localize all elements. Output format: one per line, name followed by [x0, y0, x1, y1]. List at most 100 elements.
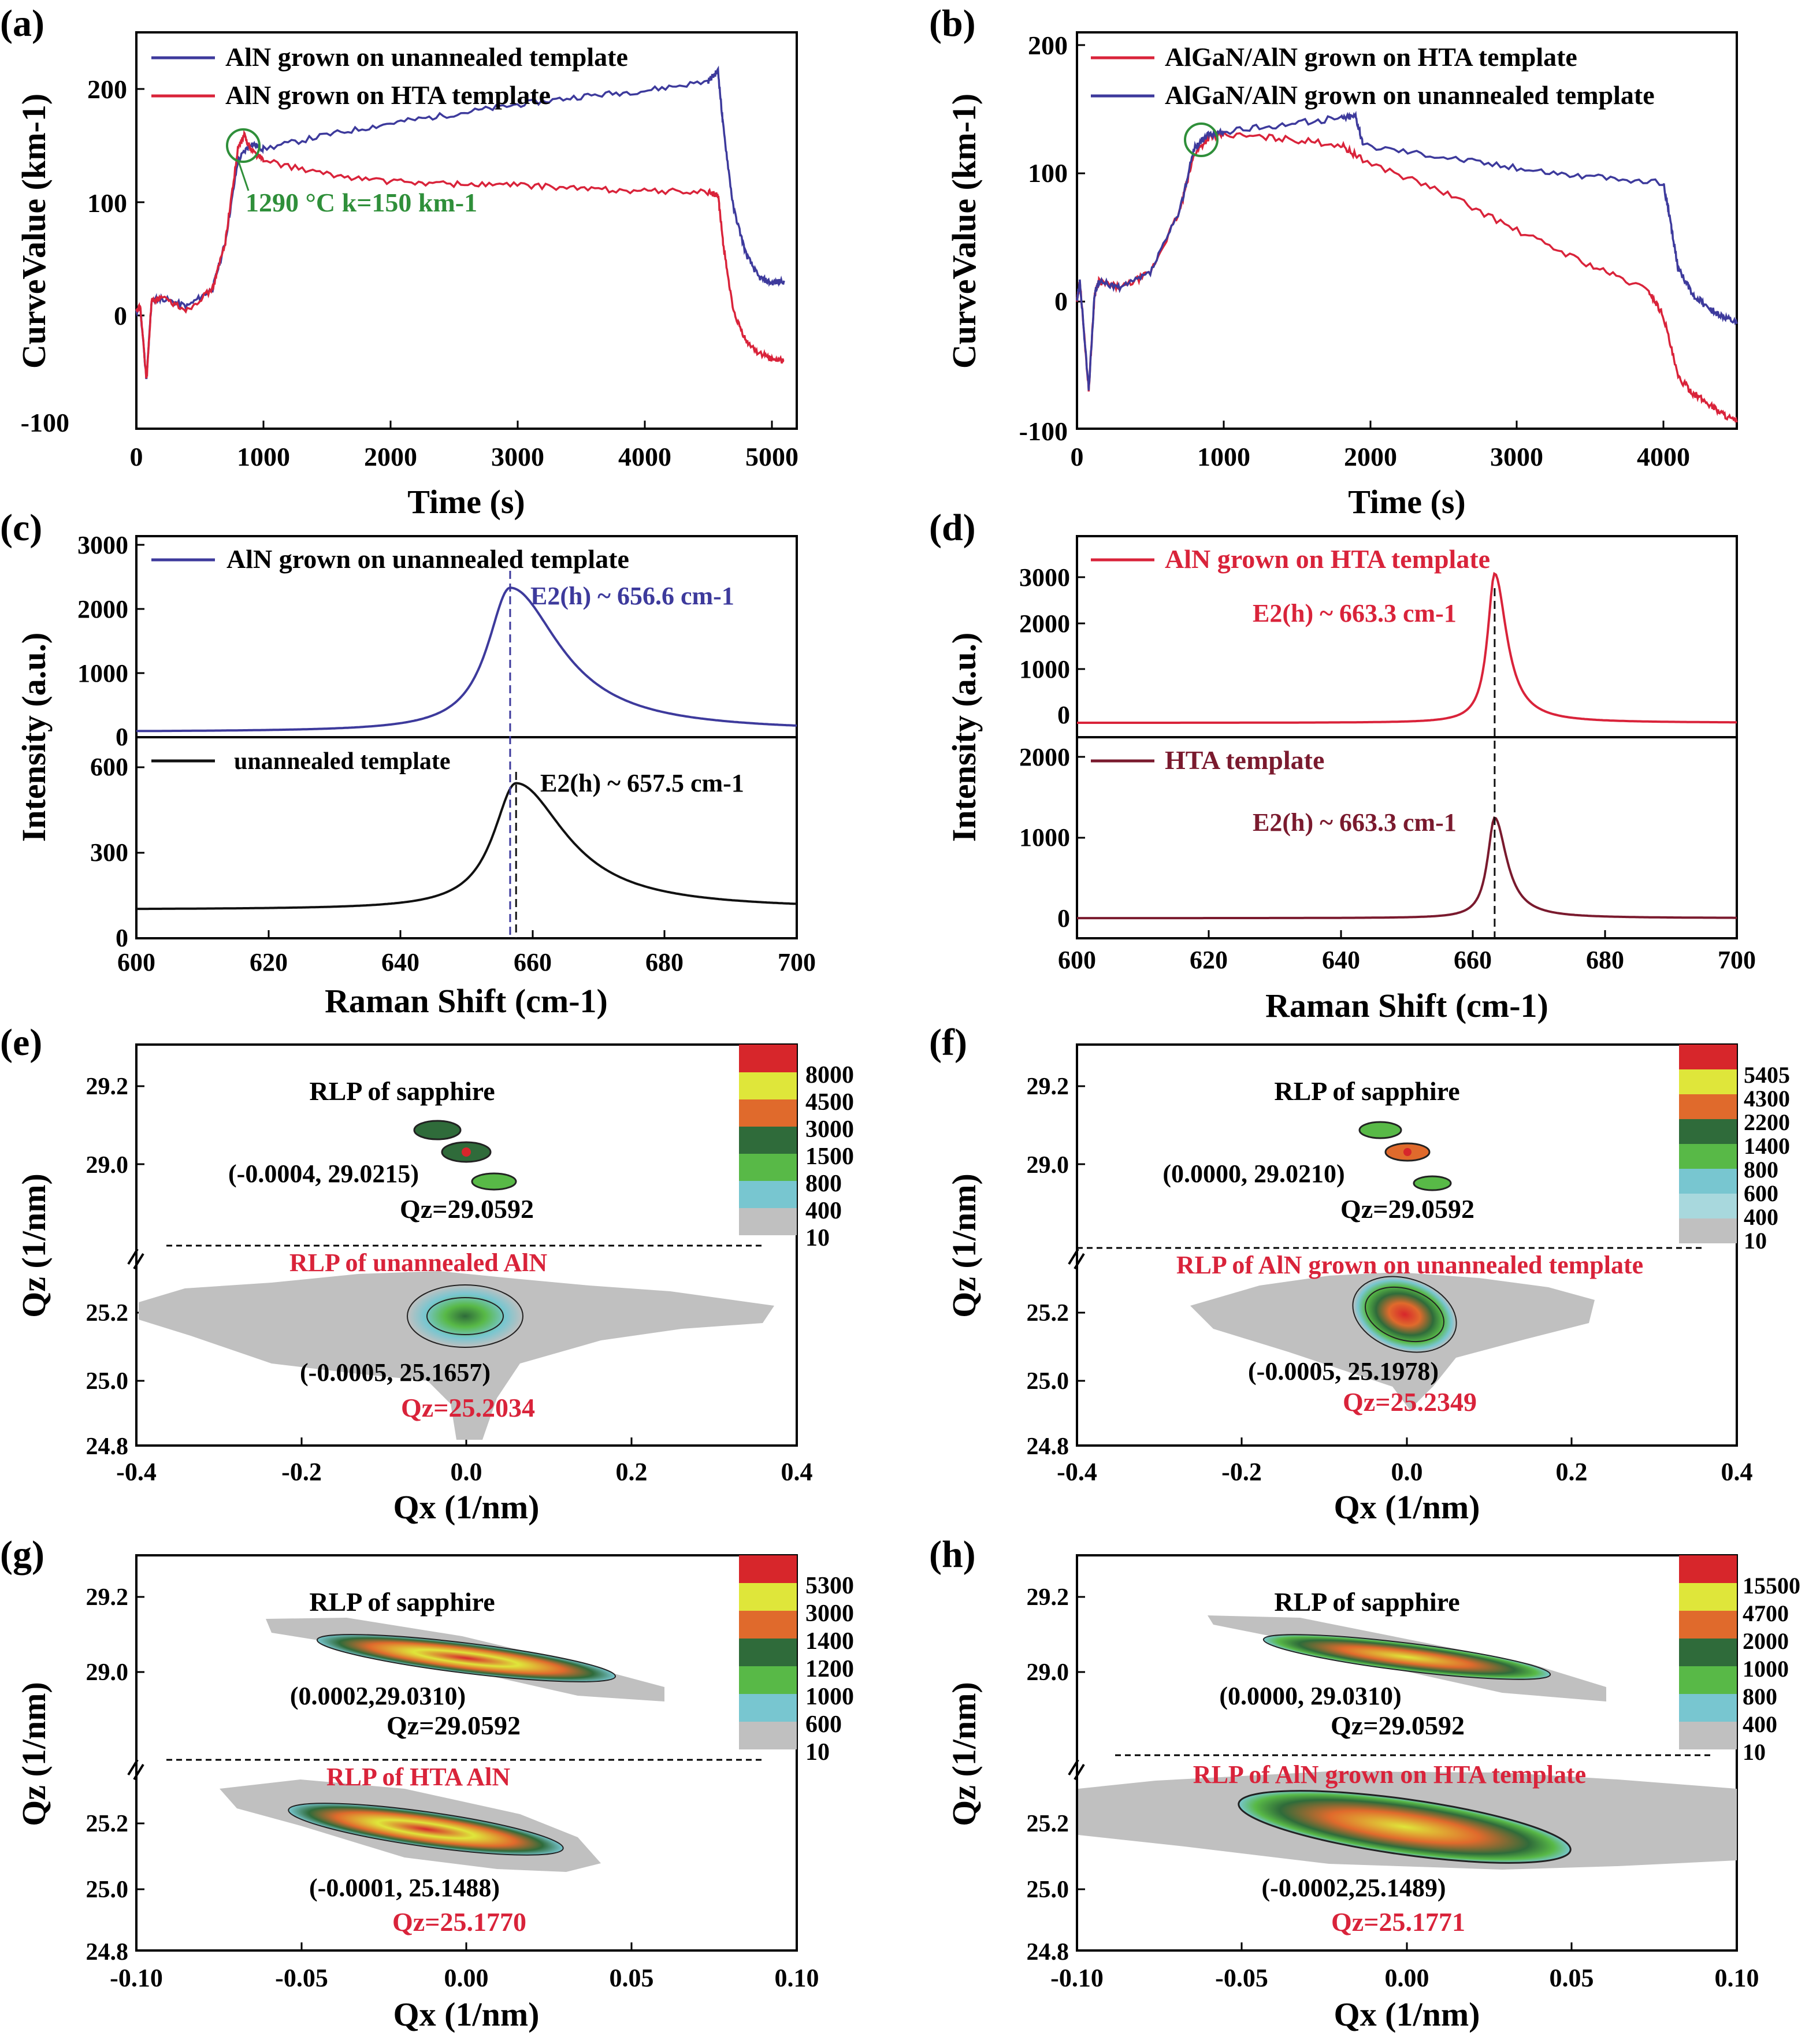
rlp-peak — [316, 1634, 616, 1682]
x-axis-label: Qx (1/nm) — [1334, 1996, 1480, 2033]
colorbar-label: 1500 — [805, 1143, 854, 1170]
colorbar-label: 10 — [805, 1225, 830, 1251]
colorbar-swatch — [739, 1694, 797, 1722]
y-axis-label: CurveValue (km-1) — [15, 94, 53, 369]
y-tick-label: 25.0 — [86, 1877, 129, 1903]
rlp-title: RLP of HTA AlN — [326, 1763, 510, 1791]
y-tick-label: 29.2 — [1027, 1073, 1069, 1100]
rlp-qz: Qz=29.0592 — [387, 1711, 521, 1740]
panel-g: (g) 5300 3000 1400 1200 1000 600 10 29.2… — [0, 1533, 854, 2033]
colorbar-label: 15500 — [1743, 1573, 1800, 1599]
x-tick-label: 620 — [1190, 946, 1228, 974]
colorbar-swatch — [1679, 1639, 1737, 1666]
y-tick-label: 24.8 — [1027, 1939, 1069, 1966]
axis-ticks — [1077, 44, 1665, 429]
rlp-qz: Qz=29.0592 — [1340, 1194, 1474, 1224]
x-tick-label: 600 — [1058, 946, 1096, 974]
colorbar: 5300 3000 1400 1200 1000 600 10 — [739, 1555, 854, 1766]
colorbar-label: 10 — [805, 1739, 830, 1766]
x-tick-label: -0.4 — [116, 1458, 157, 1486]
x-tick-label: 0.0 — [451, 1458, 482, 1486]
y-tick-label: 24.8 — [86, 1433, 129, 1460]
colorbar-label: 400 — [1743, 1711, 1777, 1737]
x-tick-label: 0.00 — [1385, 1964, 1429, 1992]
y-tick-label: 1000 — [77, 659, 128, 688]
y-tick-label: 25.2 — [86, 1300, 129, 1327]
x-tick-label: 660 — [514, 948, 552, 976]
colorbar-swatch — [739, 1722, 797, 1749]
y-tick-label: 0 — [116, 723, 128, 751]
y-tick-label: 0 — [1054, 287, 1068, 316]
rlp-qz: Qz=25.2349 — [1343, 1387, 1477, 1417]
y-axis-label: Qz (1/nm) — [15, 1173, 53, 1318]
panel-a: (a) -100 0 100 200 0 1000 2000 3000 4000… — [0, 2, 798, 521]
x-tick-label: 680 — [645, 948, 684, 976]
peak-label: E2(h) ~ 656.6 cm-1 — [530, 582, 734, 610]
y-axis-label: Intensity (a.u.) — [945, 633, 983, 842]
y-axis-label: CurveValue (km-1) — [945, 94, 983, 369]
x-tick-label: 620 — [250, 948, 288, 976]
x-tick-label: 0.10 — [1715, 1964, 1759, 1992]
y-axis-label: Qz (1/nm) — [945, 1682, 983, 1826]
y-tick-label: 29.0 — [86, 1152, 129, 1179]
colorbar-swatch — [1679, 1722, 1737, 1749]
colorbar-swatch — [739, 1099, 797, 1127]
x-tick-label: -0.10 — [110, 1964, 163, 1992]
y-tick-label: 1000 — [1019, 655, 1070, 683]
rlp-peak — [1238, 1790, 1572, 1864]
y-tick-label: 29.2 — [86, 1073, 129, 1100]
plot-area — [135, 65, 785, 380]
colorbar-swatch — [739, 1154, 797, 1181]
x-tick-label: 4000 — [618, 442, 671, 471]
x-tick-label: -0.2 — [281, 1458, 322, 1486]
plot-area — [1077, 571, 1737, 938]
y-tick-label: 2000 — [1019, 610, 1070, 638]
panel-label: (g) — [0, 1533, 44, 1576]
x-axis-label: Qx (1/nm) — [393, 1488, 540, 1526]
x-tick-label: 2000 — [1344, 442, 1397, 471]
colorbar-label: 1000 — [805, 1684, 854, 1710]
rlp-title: RLP of sapphire — [1274, 1587, 1459, 1617]
series-line — [1076, 130, 1738, 423]
colorbar-swatch — [739, 1611, 797, 1639]
rlp-title: RLP of unannealed AlN — [289, 1249, 547, 1277]
colorbar-label: 800 — [1743, 1684, 1777, 1710]
axis-ticks — [1077, 1085, 1573, 1446]
x-tick-label: 1000 — [237, 442, 290, 471]
colorbar-label: 4300 — [1744, 1086, 1790, 1112]
rlp-coordinate: (-0.0001, 25.1488) — [309, 1874, 500, 1902]
y-tick-label: 29.2 — [1027, 1584, 1069, 1611]
x-tick-label: 660 — [1454, 946, 1492, 974]
rlp-peak — [407, 1284, 523, 1348]
x-tick-label: 0 — [1071, 442, 1084, 471]
colorbar-swatch — [1679, 1094, 1737, 1119]
annotation-text: 1290 °C k=150 km-1 — [246, 188, 477, 217]
colorbar-swatch — [1679, 1666, 1737, 1694]
colorbar-label: 400 — [805, 1198, 842, 1224]
y-tick-label: 0 — [114, 301, 127, 330]
legend-entry: AlN grown on unannealed template — [226, 544, 629, 574]
x-tick-label: 600 — [117, 948, 155, 976]
rlp-title: RLP of AlN grown on unannealed template — [1176, 1251, 1643, 1279]
panel-label: (e) — [0, 1021, 42, 1064]
x-tick-label: 680 — [1586, 946, 1624, 974]
colorbar-label: 4700 — [1743, 1600, 1789, 1626]
panel-e: (e) 8000 4500 3000 1500 800 400 — [0, 1021, 854, 1526]
panel-label: (d) — [929, 507, 976, 549]
x-tick-label: 0.4 — [1721, 1458, 1753, 1486]
rlp-coordinate: (0.0000, 29.0210) — [1162, 1160, 1344, 1188]
rlp-qz: Qz=25.1770 — [392, 1907, 526, 1937]
x-axis-label: Raman Shift (cm-1) — [1265, 987, 1548, 1024]
series-line — [136, 586, 797, 733]
x-axis-label: Time (s) — [407, 483, 525, 521]
y-tick-label: -100 — [21, 408, 69, 437]
colorbar-label: 3000 — [805, 1116, 854, 1143]
colorbar-swatch — [1679, 1194, 1737, 1218]
plot-area — [1076, 110, 1738, 423]
plot-frame — [135, 31, 798, 430]
legend-entry: AlGaN/AlN grown on HTA template — [1165, 42, 1577, 72]
panel-label: (a) — [0, 2, 44, 44]
rlp-coordinate: (-0.0005, 25.1657) — [300, 1358, 491, 1387]
panel-f: (f) 5405 4300 2200 1400 800 60 — [929, 1021, 1790, 1526]
x-tick-label: 5000 — [745, 442, 798, 471]
